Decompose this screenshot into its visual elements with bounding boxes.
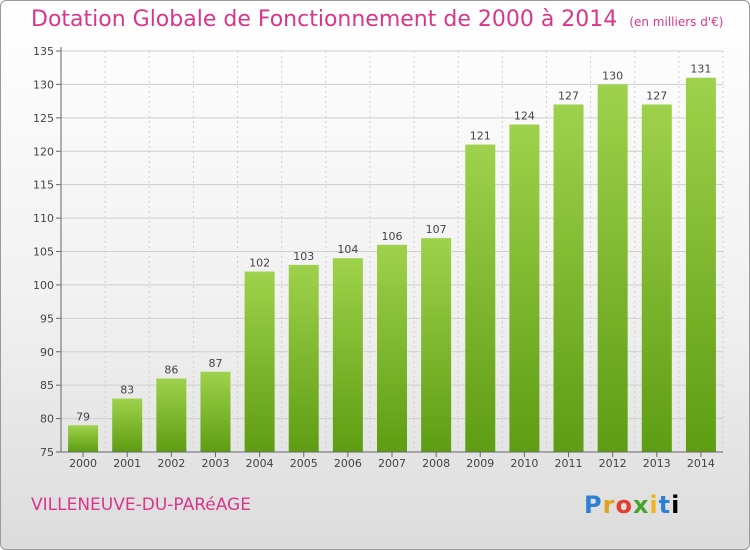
data-label: 102 <box>249 257 270 270</box>
y-tick-label: 85 <box>40 379 54 392</box>
data-label: 79 <box>76 410 90 423</box>
x-tick-label: 2007 <box>378 457 406 470</box>
y-tick-label: 80 <box>40 413 54 426</box>
logo-letter: o <box>615 491 633 519</box>
x-tick-label: 2014 <box>687 457 715 470</box>
data-label: 127 <box>558 89 579 102</box>
data-label: 106 <box>382 230 403 243</box>
axes-group: 75 80 85 90 95 100 105 110 115 120 125 130 135 2000 20… <box>33 45 723 470</box>
bar <box>332 258 363 452</box>
x-tick-label: 2012 <box>599 457 627 470</box>
data-label: 103 <box>293 250 314 263</box>
y-tick-label: 110 <box>33 212 54 225</box>
x-tick-label: 2002 <box>157 457 185 470</box>
logo-letter: x <box>632 491 650 519</box>
data-label: 130 <box>602 69 623 82</box>
x-tick-label: 2005 <box>290 457 318 470</box>
bar <box>553 104 584 452</box>
x-tick-label: 2000 <box>69 457 97 470</box>
x-tick-label: 2003 <box>201 457 229 470</box>
x-tick-label: 2008 <box>422 457 450 470</box>
x-tick-label: 2006 <box>334 457 362 470</box>
y-tick-label: 95 <box>40 312 54 325</box>
logo-letter: P <box>584 491 603 519</box>
bar <box>465 144 496 453</box>
y-tick-label: 125 <box>33 112 54 125</box>
bar <box>509 124 540 453</box>
bar <box>244 271 275 452</box>
bar <box>68 425 99 452</box>
y-tick-label: 90 <box>40 346 54 359</box>
labels-group: 79 83 86 87 102 103 104 106 107 121 124 127 130 127 13… <box>76 63 711 424</box>
bar <box>112 398 143 452</box>
logo-letter: i <box>649 491 659 519</box>
bar <box>156 378 187 452</box>
logo-letter: i <box>671 491 681 519</box>
x-tick-label: 2010 <box>510 457 538 470</box>
unit-label: (en milliers d'€) <box>629 15 724 29</box>
bar <box>641 104 672 452</box>
data-label: 83 <box>120 384 134 397</box>
y-tick-label: 135 <box>33 45 54 58</box>
title-text: Dotation Globale de Fonctionnement de 20… <box>31 7 618 32</box>
x-tick-label: 2013 <box>643 457 671 470</box>
x-tick-label: 2001 <box>113 457 141 470</box>
y-tick-label: 100 <box>33 279 54 292</box>
x-tick-label: 2011 <box>555 457 583 470</box>
data-label: 104 <box>337 243 358 256</box>
data-label: 131 <box>690 63 711 76</box>
bar <box>421 238 452 452</box>
y-tick-label: 120 <box>33 145 54 158</box>
x-tick-label: 2004 <box>246 457 274 470</box>
data-label: 86 <box>164 363 178 376</box>
data-label: 127 <box>646 89 667 102</box>
y-tick-label: 115 <box>33 179 54 192</box>
y-tick-label: 75 <box>40 446 54 459</box>
logo-letter: t <box>658 491 672 519</box>
data-label: 121 <box>470 130 491 143</box>
bar <box>597 84 628 453</box>
bar <box>377 244 407 452</box>
chart-title: Dotation Globale de Fonctionnement de 20… <box>31 7 723 32</box>
y-tick-label: 105 <box>33 246 54 259</box>
commune-name: VILLENEUVE-DU-PARéAGE <box>31 495 251 515</box>
bar <box>200 371 231 452</box>
bars-group <box>68 77 716 453</box>
bar <box>288 264 319 452</box>
proxiti-logo: Proxiti <box>584 491 680 519</box>
logo-letter: r <box>602 491 616 519</box>
data-label: 107 <box>426 223 447 236</box>
data-label: 87 <box>208 357 222 370</box>
x-tick-label: 2009 <box>466 457 494 470</box>
y-tick-label: 130 <box>33 78 54 91</box>
bar <box>685 77 716 452</box>
data-label: 124 <box>514 110 535 123</box>
